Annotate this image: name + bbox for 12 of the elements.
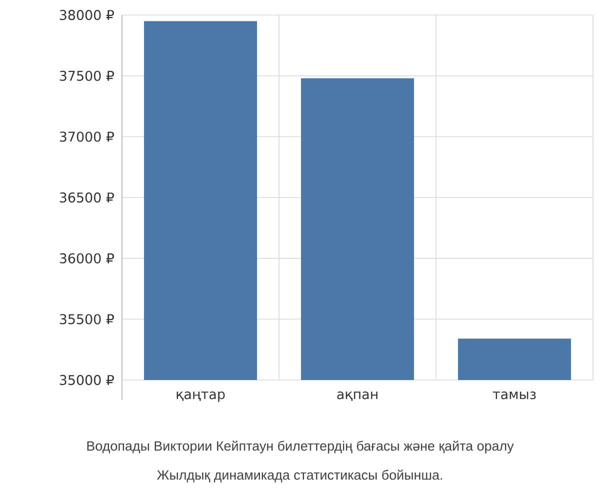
y-tick-label: 37000 ₽ <box>60 132 114 142</box>
y-tick-label: 36000 ₽ <box>60 253 114 264</box>
text: Водопады Виктории Кейптаун билеттердің бағасы және қайта оралу <box>87 440 514 454</box>
x-tick-label: қаңтар <box>176 392 225 402</box>
y-tick-label: 38000 ₽ <box>60 10 114 20</box>
y-tick-label: 36500 ₽ <box>60 192 114 203</box>
text: Жылдық динамикада статистикасы бойынша. <box>156 470 442 482</box>
y-tick-label: 35000 ₽ <box>60 374 114 386</box>
y-tick-label: 35500 ₽ <box>60 314 114 324</box>
x-tick-label: ақпан <box>337 392 378 401</box>
y-tick-label: 37500 ₽ <box>60 70 114 81</box>
x-tick-label: тамыз <box>492 391 536 400</box>
